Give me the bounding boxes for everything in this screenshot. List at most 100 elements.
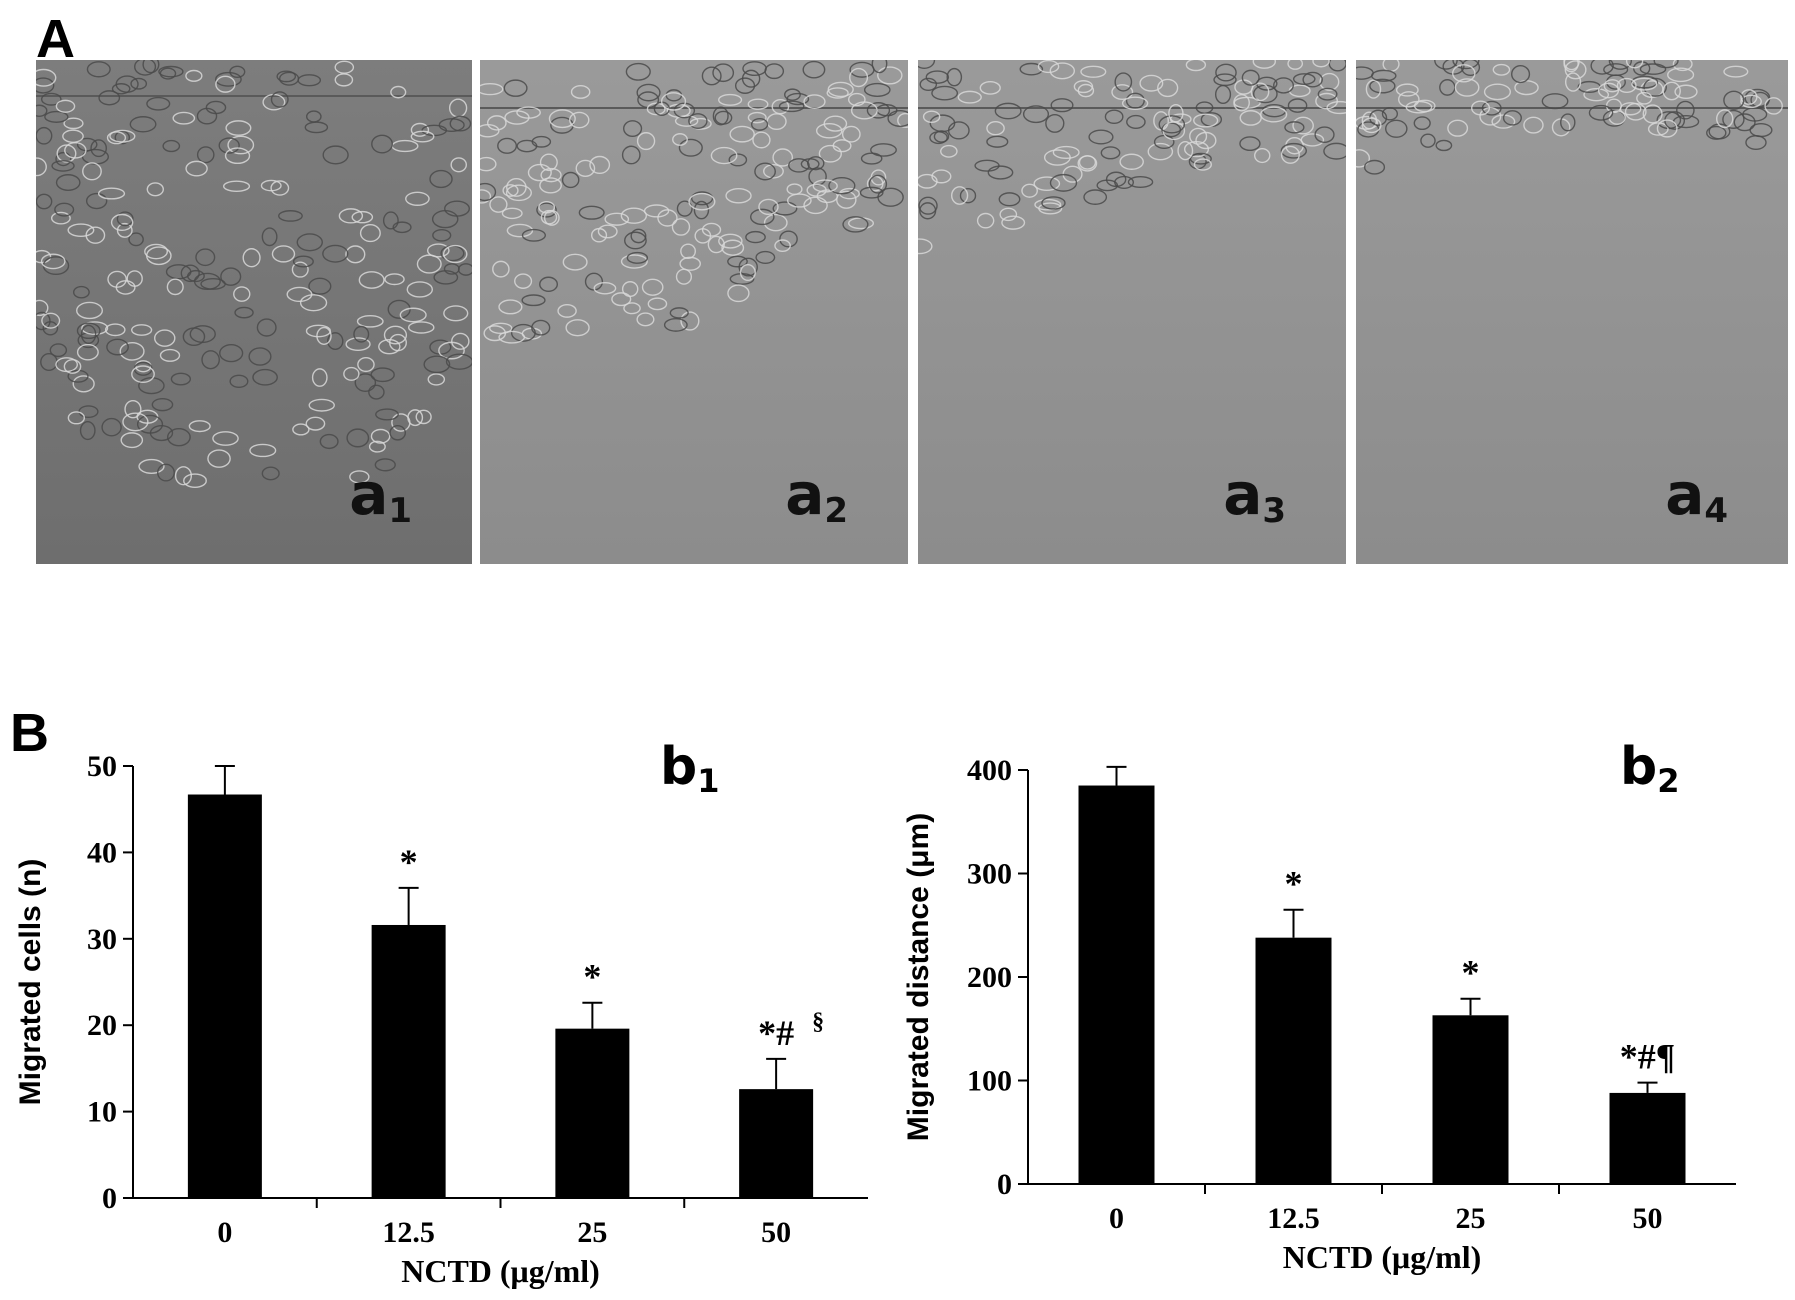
- cell: [562, 253, 588, 271]
- cell: [54, 202, 75, 217]
- cell: [308, 398, 335, 412]
- cell: [229, 374, 249, 389]
- cell: [836, 190, 857, 209]
- cell: [866, 102, 891, 119]
- cell: [215, 71, 242, 87]
- y-axis-label: Migrated cells (n): [14, 859, 47, 1106]
- bar: [1255, 937, 1332, 1184]
- cell: [136, 414, 164, 434]
- cell: [918, 60, 936, 69]
- cell: [1563, 60, 1580, 71]
- cell: [870, 169, 887, 186]
- cell: [1608, 60, 1633, 70]
- micrograph-a3: a3: [918, 60, 1346, 564]
- cell: [276, 70, 297, 83]
- cell: [1405, 100, 1433, 114]
- x-tick-label: 0: [217, 1216, 232, 1249]
- cell: [480, 82, 504, 96]
- cell: [1314, 126, 1335, 143]
- cell: [353, 325, 370, 343]
- cell: [399, 307, 427, 323]
- cell: [311, 368, 328, 387]
- y-tick-label: 0: [102, 1182, 117, 1215]
- cell: [850, 101, 878, 120]
- cell: [647, 297, 668, 311]
- cell: [1647, 122, 1669, 136]
- cell: [354, 373, 377, 392]
- cell: [36, 126, 53, 145]
- cell: [138, 377, 165, 395]
- cell: [727, 284, 750, 303]
- cell-layer: [918, 60, 1346, 255]
- cell: [786, 193, 812, 208]
- cell: [444, 200, 470, 217]
- cell: [106, 131, 127, 145]
- cell: [319, 433, 339, 450]
- cell: [86, 61, 111, 78]
- cell: [671, 218, 691, 236]
- cell: [1588, 104, 1614, 121]
- cell: [227, 135, 255, 155]
- cell: [1073, 80, 1094, 94]
- cell: [1740, 89, 1758, 105]
- cell: [521, 228, 547, 242]
- micrograph-background: [1356, 60, 1788, 564]
- cell: [663, 317, 688, 332]
- cell: [122, 412, 149, 432]
- cell: [521, 294, 546, 307]
- cell: [119, 341, 145, 361]
- cell: [1280, 142, 1308, 159]
- cell: [55, 174, 81, 191]
- cell: [772, 201, 798, 216]
- cell: [784, 88, 801, 101]
- x-tick-label: 12.5: [1267, 1202, 1320, 1235]
- cell: [1560, 113, 1576, 132]
- significance-label: *#: [758, 1013, 794, 1053]
- cell: [142, 60, 160, 74]
- cell: [1088, 129, 1114, 145]
- cell: [1723, 90, 1745, 110]
- cell: [1708, 123, 1731, 140]
- bar: [1609, 1092, 1686, 1184]
- cell: [124, 399, 142, 419]
- cell: [219, 343, 244, 363]
- cell: [1045, 113, 1065, 133]
- cell: [249, 443, 277, 458]
- cell: [1100, 146, 1121, 160]
- cell: [1302, 71, 1323, 88]
- cell: [950, 186, 969, 205]
- cell: [1492, 63, 1511, 76]
- cell: [308, 277, 332, 295]
- cell: [1104, 109, 1124, 125]
- cell: [539, 276, 559, 293]
- cell: [36, 104, 48, 117]
- cell: [36, 311, 51, 331]
- cell: [877, 187, 904, 207]
- cell: [870, 143, 897, 157]
- cell: [98, 90, 121, 106]
- cell: [802, 60, 826, 79]
- cell: [76, 343, 99, 361]
- cell: [624, 231, 647, 250]
- cell: [63, 117, 84, 130]
- cell: [189, 325, 216, 344]
- y-tick-label: 10: [87, 1096, 117, 1129]
- cell: [63, 359, 82, 374]
- cell: [561, 171, 580, 189]
- cell: [1326, 100, 1346, 115]
- cell: [116, 211, 134, 227]
- cell: [707, 235, 725, 254]
- cell: [827, 81, 854, 98]
- cell: [483, 325, 507, 342]
- cell: [738, 257, 758, 277]
- cell: [158, 65, 184, 78]
- cell: [130, 77, 148, 90]
- cell: [144, 243, 169, 260]
- cell: [1619, 102, 1642, 116]
- cell: [222, 180, 251, 192]
- cell: [1541, 93, 1569, 110]
- cell: [185, 69, 203, 82]
- cell: [423, 355, 451, 374]
- cell: [1050, 98, 1074, 113]
- cell: [215, 75, 236, 93]
